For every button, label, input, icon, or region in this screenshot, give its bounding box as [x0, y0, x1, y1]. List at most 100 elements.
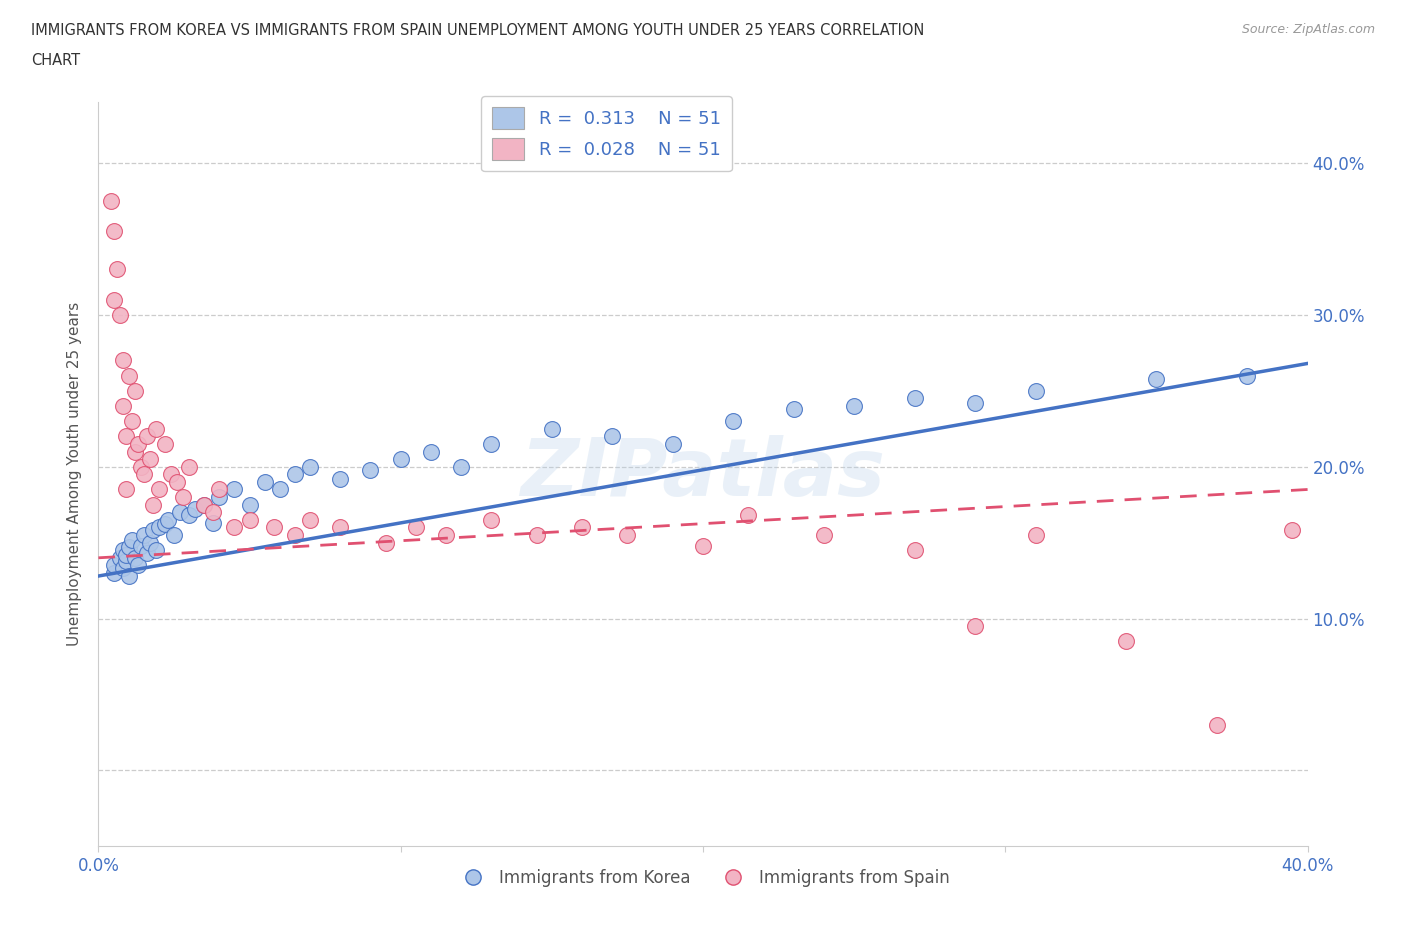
Point — [118, 539, 141, 554]
Point — [124, 551, 146, 565]
Point — [103, 558, 125, 573]
Point — [374, 535, 396, 550]
Point — [139, 452, 162, 467]
Text: CHART: CHART — [31, 53, 80, 68]
Point — [103, 565, 125, 580]
Point — [153, 436, 176, 451]
Point — [153, 517, 176, 532]
Point — [118, 368, 141, 383]
Point — [145, 421, 167, 436]
Point — [114, 429, 136, 444]
Point — [284, 527, 307, 542]
Point — [145, 543, 167, 558]
Point — [111, 399, 134, 414]
Point — [114, 548, 136, 563]
Point — [193, 498, 215, 512]
Point — [160, 467, 183, 482]
Point — [108, 308, 131, 323]
Text: ZIPatlas: ZIPatlas — [520, 435, 886, 513]
Point — [172, 489, 194, 504]
Point — [169, 505, 191, 520]
Legend: Immigrants from Korea, Immigrants from Spain: Immigrants from Korea, Immigrants from S… — [450, 862, 956, 894]
Point — [142, 498, 165, 512]
Point — [103, 224, 125, 239]
Text: Source: ZipAtlas.com: Source: ZipAtlas.com — [1241, 23, 1375, 36]
Point — [481, 512, 503, 527]
Point — [208, 489, 231, 504]
Point — [526, 527, 548, 542]
Point — [127, 436, 149, 451]
Point — [127, 558, 149, 573]
Point — [299, 459, 322, 474]
Point — [166, 474, 188, 489]
Point — [783, 402, 806, 417]
Point — [904, 391, 927, 405]
Point — [434, 527, 457, 542]
Point — [114, 482, 136, 497]
Point — [299, 512, 322, 527]
Point — [405, 520, 427, 535]
Point — [132, 527, 155, 542]
Point — [571, 520, 593, 535]
Point — [1115, 634, 1137, 649]
Point — [135, 429, 157, 444]
Point — [723, 414, 745, 429]
Point — [284, 467, 307, 482]
Point — [239, 512, 262, 527]
Point — [121, 414, 143, 429]
Point — [179, 508, 201, 523]
Point — [148, 520, 170, 535]
Point — [202, 515, 225, 530]
Point — [329, 472, 352, 486]
Point — [202, 505, 225, 520]
Point — [844, 399, 866, 414]
Point — [142, 523, 165, 538]
Point — [184, 502, 207, 517]
Point — [129, 538, 152, 553]
Point — [139, 535, 162, 550]
Point — [389, 452, 412, 467]
Point — [253, 474, 276, 489]
Point — [602, 429, 624, 444]
Point — [1206, 717, 1229, 732]
Point — [224, 520, 246, 535]
Point — [965, 618, 987, 633]
Point — [124, 445, 146, 459]
Y-axis label: Unemployment Among Youth under 25 years: Unemployment Among Youth under 25 years — [67, 302, 83, 646]
Point — [124, 383, 146, 398]
Point — [179, 459, 201, 474]
Point — [737, 508, 759, 523]
Point — [114, 553, 136, 568]
Point — [1281, 523, 1303, 538]
Point — [163, 527, 186, 542]
Point — [269, 482, 291, 497]
Point — [904, 543, 927, 558]
Point — [111, 353, 134, 368]
Point — [692, 538, 714, 553]
Point — [616, 527, 638, 542]
Point — [263, 520, 285, 535]
Point — [100, 193, 122, 208]
Point — [420, 445, 443, 459]
Point — [965, 395, 987, 410]
Point — [360, 462, 382, 477]
Point — [329, 520, 352, 535]
Point — [111, 561, 134, 576]
Point — [208, 482, 231, 497]
Point — [118, 568, 141, 583]
Point — [540, 421, 562, 436]
Point — [1144, 371, 1167, 386]
Point — [813, 527, 835, 542]
Point — [135, 546, 157, 561]
Point — [193, 498, 215, 512]
Point — [148, 482, 170, 497]
Point — [108, 551, 131, 565]
Point — [103, 292, 125, 307]
Point — [450, 459, 472, 474]
Point — [105, 262, 128, 277]
Point — [224, 482, 246, 497]
Point — [481, 436, 503, 451]
Point — [1236, 368, 1258, 383]
Point — [121, 532, 143, 547]
Point — [661, 436, 683, 451]
